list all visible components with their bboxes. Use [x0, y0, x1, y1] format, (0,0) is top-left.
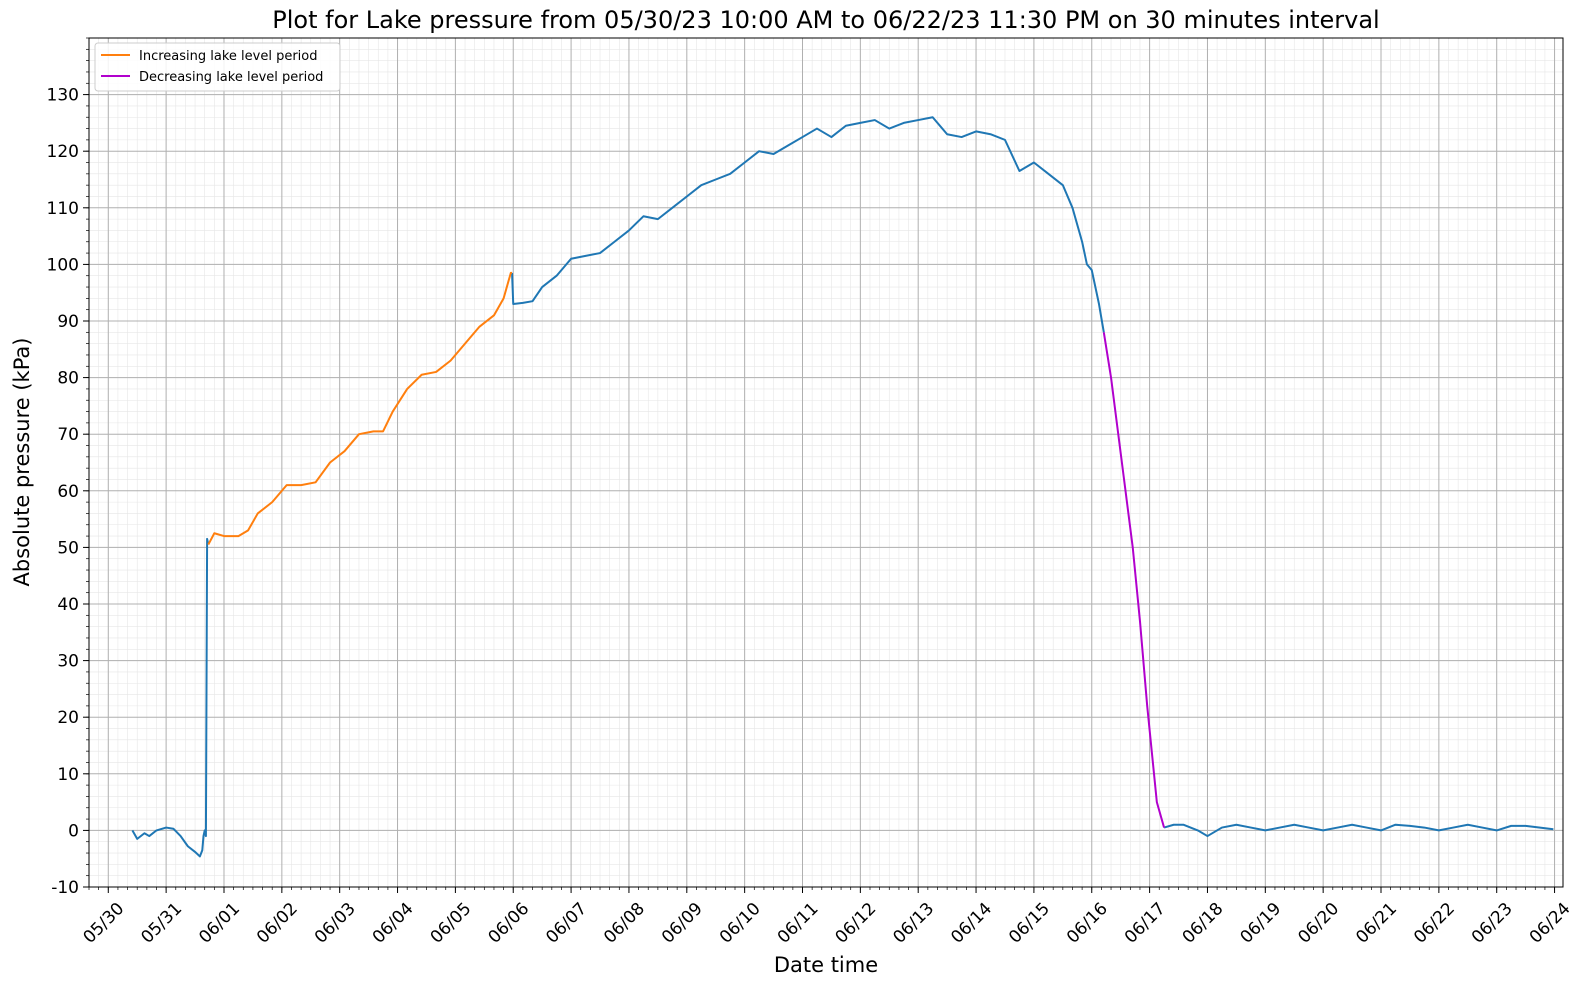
- series-line-0: [1163, 823, 1554, 838]
- x-tick-label: 06/04: [369, 899, 418, 948]
- x-tick-label: 06/14: [947, 899, 996, 948]
- y-tick-label: 100: [47, 255, 79, 275]
- x-tick-label: 05/31: [137, 899, 186, 948]
- x-tick-label: 06/06: [484, 899, 533, 948]
- y-tick-label: 20: [57, 708, 79, 728]
- x-tick-label: 06/09: [658, 899, 707, 948]
- y-tick-label: 50: [57, 538, 79, 558]
- x-tick-label: 06/05: [427, 899, 476, 948]
- x-tick-label: 06/21: [1352, 899, 1401, 948]
- x-tick-label: 06/19: [1237, 899, 1286, 948]
- x-tick-label: 06/22: [1410, 899, 1459, 948]
- y-tick-label: 0: [68, 821, 79, 841]
- series-layer: [131, 116, 1554, 858]
- x-tick-label: 06/17: [1121, 899, 1170, 948]
- legend-box: [94, 42, 341, 92]
- x-tick-label: 06/23: [1468, 899, 1517, 948]
- chart-title: Plot for Lake pressure from 05/30/23 10:…: [272, 6, 1379, 34]
- x-tick-label: 05/30: [80, 899, 129, 948]
- y-tick-label: 40: [57, 595, 79, 615]
- x-tick-label: 06/02: [253, 899, 302, 948]
- axis-ticks: [83, 37, 1556, 893]
- y-tick-label: 70: [57, 425, 79, 445]
- x-tick-label: 06/01: [195, 899, 244, 948]
- y-tick-label: 80: [57, 369, 79, 389]
- y-tick-label: 60: [57, 482, 79, 502]
- legend-label-decreasing: Decreasing lake level period: [139, 70, 323, 85]
- y-tick-label: 90: [57, 312, 79, 332]
- x-tick-label: 06/13: [889, 899, 938, 948]
- y-tick-label: 110: [47, 199, 79, 219]
- x-tick-label: 06/10: [716, 899, 765, 948]
- y-tick-label: 130: [47, 86, 79, 106]
- series-line-1: [207, 271, 513, 546]
- plot-frame: [88, 37, 1564, 888]
- x-axis-label: Date time: [774, 953, 878, 977]
- y-tick-label: 10: [57, 765, 79, 785]
- x-tick-label: 06/15: [1005, 899, 1054, 948]
- x-tick-label: 06/11: [774, 899, 823, 948]
- series-line-2: [1102, 332, 1166, 828]
- x-tick-label: 06/16: [1063, 899, 1112, 948]
- x-tick-label: 06/24: [1526, 899, 1575, 948]
- y-tick-label: -10: [51, 878, 79, 898]
- series-line-0: [131, 537, 210, 858]
- x-tick-label: 06/20: [1294, 899, 1343, 948]
- minor-grid: [88, 37, 1563, 888]
- x-tick-label: 06/07: [542, 899, 591, 948]
- legend-label-increasing: Increasing lake level period: [139, 49, 317, 64]
- x-tick-label: 06/03: [311, 899, 360, 948]
- x-tick-label: 06/08: [600, 899, 649, 948]
- series-line-0: [511, 116, 1105, 333]
- tick-labels: 05/30 05/31 06/01 06/02 06/03 06/04 06/05 06/06…: [47, 86, 1575, 948]
- major-grid: [89, 38, 1563, 888]
- x-tick-label: 06/12: [832, 899, 881, 948]
- y-tick-label: 30: [57, 652, 79, 672]
- x-tick-label: 06/18: [1179, 899, 1228, 948]
- legend: Increasing lake level period Decreasing …: [94, 42, 341, 92]
- y-tick-label: 120: [47, 142, 79, 162]
- y-axis-label: Absolute pressure (kPa): [10, 338, 34, 587]
